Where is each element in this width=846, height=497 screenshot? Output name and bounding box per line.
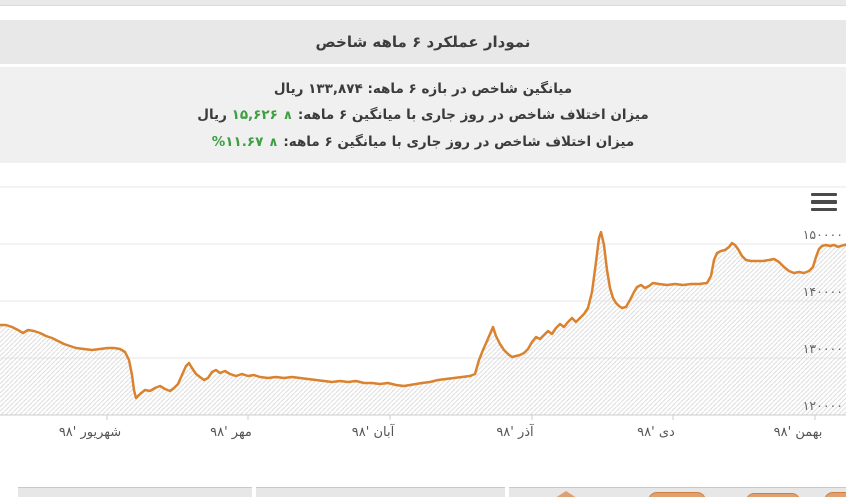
bottom-card[interactable]	[509, 487, 846, 497]
y-axis-label: ۱۵۰۰۰۰	[803, 227, 843, 242]
stat-diff-rial-unit: ریال	[197, 107, 227, 123]
stat-diff-percent-value: %۱۱.۶۷	[211, 134, 264, 150]
stat-diff-percent: میزان اختلاف شاخص در روز جاری با میانگین…	[0, 129, 846, 156]
page-title: نمودار عملکرد ۶ ماهه شاخص	[315, 33, 531, 51]
stats-panel: میانگین شاخص در بازه ۶ ماهه: ۱۳۳,۸۷۴ ریا…	[0, 67, 846, 163]
index-area-chart: ۱۵۰۰۰۰ ۱۴۰۰۰۰ ۱۳۰۰۰۰ ۱۲۰۰۰۰ شهریور '۹۸ مهر '…	[0, 163, 846, 487]
y-axis-label: ۱۳۰۰۰۰	[803, 341, 843, 356]
bottom-card[interactable]	[256, 487, 505, 497]
menu-bar	[811, 200, 837, 204]
stat-diff-rial-label: میزان اختلاف شاخص در روز جاری با میانگین…	[297, 107, 649, 123]
chart-header-band: نمودار عملکرد ۶ ماهه شاخص	[0, 20, 846, 64]
x-axis-label: مهر '۹۸	[210, 425, 252, 440]
y-axis-label: ۱۴۰۰۰۰	[803, 284, 843, 299]
stat-diff-percent-label: میزان اختلاف شاخص در روز جاری با میانگین…	[283, 134, 635, 150]
mini-chart-blob	[824, 492, 846, 497]
stat-average-unit: ریال	[273, 81, 304, 97]
menu-bar	[811, 193, 837, 197]
up-arrow-icon: ∧	[268, 135, 280, 150]
y-axis-label: ۱۲۰۰۰۰	[803, 398, 843, 413]
stat-average-label: میانگین شاخص در بازه ۶ ماهه:	[367, 81, 573, 97]
mini-chart-peak	[552, 491, 580, 497]
x-axis-label: شهریور '۹۸	[58, 425, 122, 440]
x-axis-label: آبان '۹۸	[351, 425, 395, 440]
x-axis-label: آذر '۹۸	[496, 425, 534, 440]
index-chart-svg: ۱۵۰۰۰۰ ۱۴۰۰۰۰ ۱۳۰۰۰۰ ۱۲۰۰۰۰	[0, 186, 846, 420]
x-axis-label: دی '۹۸	[637, 425, 675, 440]
up-arrow-icon: ∧	[282, 108, 295, 123]
stat-diff-rial-value: ۱۵,۶۲۶	[231, 107, 278, 123]
hamburger-menu-icon[interactable]	[811, 193, 837, 211]
stat-diff-rial: میزان اختلاف شاخص در روز جاری با میانگین…	[0, 102, 846, 129]
menu-bar	[811, 207, 837, 211]
mini-chart-blob	[648, 492, 706, 497]
next-cards-row	[0, 487, 846, 497]
stat-average-6month: میانگین شاخص در بازه ۶ ماهه: ۱۳۳,۸۷۴ ریا…	[0, 76, 846, 102]
bottom-card[interactable]	[18, 487, 252, 497]
stat-average-value: ۱۳۳,۸۷۴	[308, 81, 363, 97]
mini-chart-blob	[746, 493, 800, 497]
top-divider-strip	[0, 0, 846, 6]
x-axis-label: بهمن '۹۸	[773, 425, 823, 440]
